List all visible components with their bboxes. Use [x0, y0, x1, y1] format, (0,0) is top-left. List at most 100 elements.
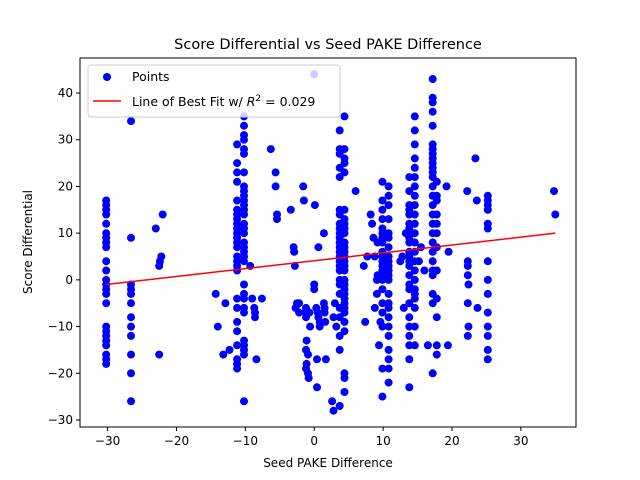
- data-point: [319, 229, 328, 238]
- data-point: [384, 182, 393, 191]
- data-point: [483, 355, 492, 364]
- data-point: [340, 229, 349, 238]
- data-point: [233, 266, 242, 275]
- data-point: [463, 299, 472, 308]
- data-point: [378, 364, 387, 373]
- data-point: [428, 107, 437, 116]
- data-point: [432, 177, 441, 186]
- data-point: [233, 196, 242, 205]
- data-point: [233, 303, 242, 312]
- data-point: [405, 173, 414, 182]
- x-tick-label: −20: [164, 434, 189, 448]
- data-point: [361, 317, 370, 326]
- data-point: [405, 322, 414, 331]
- y-tick-label: −10: [48, 320, 73, 334]
- data-point: [410, 201, 419, 210]
- data-point: [127, 117, 135, 126]
- data-point: [483, 275, 492, 284]
- data-point: [378, 322, 387, 331]
- data-point: [329, 406, 338, 415]
- data-point: [432, 350, 441, 359]
- data-point: [432, 266, 441, 275]
- data-point: [233, 177, 242, 186]
- legend-points-marker: [103, 73, 111, 81]
- data-point: [233, 140, 242, 149]
- y-tick-label: 10: [58, 226, 73, 240]
- data-point: [432, 196, 441, 205]
- data-point: [127, 289, 135, 298]
- data-point: [225, 345, 234, 354]
- fit-line-layer: [106, 232, 556, 286]
- data-point: [417, 243, 425, 252]
- data-point: [127, 313, 135, 322]
- data-point: [384, 313, 393, 322]
- data-point: [266, 145, 275, 154]
- data-point: [286, 205, 295, 214]
- data-point: [378, 238, 387, 247]
- data-point: [102, 243, 111, 252]
- data-point: [464, 322, 473, 331]
- data-point: [233, 364, 242, 373]
- data-point: [378, 177, 387, 186]
- data-point: [248, 294, 257, 303]
- data-point: [405, 271, 414, 280]
- data-point: [410, 112, 419, 121]
- data-point: [410, 173, 419, 182]
- data-point: [384, 355, 393, 364]
- data-point: [240, 210, 248, 219]
- x-tick-label: 30: [513, 434, 528, 448]
- data-point: [410, 303, 419, 312]
- data-point: [240, 341, 248, 350]
- data-point: [102, 359, 111, 368]
- data-point: [551, 210, 560, 219]
- data-point: [335, 402, 344, 410]
- data-point: [271, 168, 280, 177]
- data-point: [102, 341, 111, 350]
- x-tick-label: 20: [444, 434, 459, 448]
- data-point: [299, 182, 308, 191]
- data-point: [378, 196, 387, 205]
- data-point: [550, 187, 558, 196]
- data-point: [410, 140, 419, 149]
- data-point: [320, 308, 329, 317]
- data-point: [471, 154, 480, 163]
- data-point: [321, 317, 330, 326]
- data-point: [428, 369, 437, 378]
- data-point: [483, 289, 492, 298]
- data-point: [240, 308, 248, 317]
- data-point: [251, 313, 259, 322]
- data-point: [410, 266, 419, 275]
- data-point: [405, 187, 414, 196]
- data-point: [405, 299, 414, 308]
- data-point: [442, 182, 451, 191]
- data-point: [328, 397, 337, 406]
- data-point: [483, 224, 492, 233]
- data-point: [368, 219, 377, 228]
- data-point: [432, 313, 441, 322]
- data-point: [428, 98, 437, 107]
- data-point: [378, 308, 387, 317]
- data-point: [102, 219, 111, 228]
- data-point: [240, 350, 248, 359]
- data-point: [405, 355, 414, 364]
- data-point: [240, 149, 248, 158]
- legend-fit-label-exp: 2: [255, 94, 261, 104]
- data-point: [340, 145, 349, 154]
- y-tick-label: 20: [58, 179, 73, 193]
- data-point: [233, 327, 242, 336]
- data-point: [233, 168, 242, 177]
- data-point: [399, 303, 408, 312]
- y-axis-label: Score Differential: [21, 190, 35, 294]
- data-point: [271, 182, 280, 191]
- data-point: [314, 243, 323, 252]
- y-tick-label: −30: [48, 413, 73, 427]
- data-point: [410, 154, 419, 163]
- plot-frame: [79, 57, 577, 428]
- data-point: [378, 299, 387, 308]
- data-point: [127, 299, 135, 308]
- data-point: [302, 336, 311, 345]
- data-point: [405, 238, 414, 247]
- data-point: [219, 350, 228, 359]
- data-point: [240, 257, 248, 266]
- legend-fit-label-r: R: [247, 94, 256, 109]
